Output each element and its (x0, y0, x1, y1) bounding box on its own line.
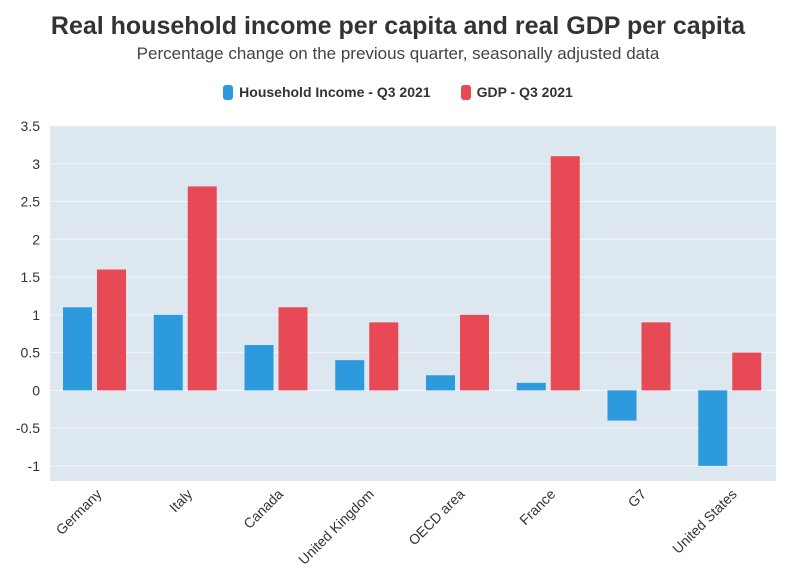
y-tick-label: -0.5 (16, 420, 40, 436)
x-tick-label: United States (669, 486, 740, 557)
y-tick-label: 0 (32, 382, 40, 398)
legend-label-household: Household Income - Q3 2021 (239, 84, 431, 100)
y-tick-label: -1 (28, 458, 41, 474)
x-tick-label: France (516, 486, 558, 528)
legend-swatch-household (223, 84, 234, 100)
bar-gdp[interactable] (278, 307, 308, 391)
y-tick-label: 2.5 (21, 194, 41, 210)
y-tick-label: 3 (32, 156, 40, 172)
x-tick-label: Germany (53, 486, 105, 538)
bar-household-income[interactable] (698, 390, 728, 466)
legend-item-gdp[interactable]: GDP - Q3 2021 (460, 84, 573, 100)
y-tick-label: 1.5 (21, 269, 41, 285)
y-tick-label: 1 (32, 307, 40, 323)
bar-gdp[interactable] (460, 314, 489, 391)
bar-household-income[interactable] (244, 345, 274, 391)
legend: Household Income - Q3 2021 GDP - Q3 2021 (0, 84, 796, 100)
bar-household-income[interactable] (607, 390, 637, 421)
bar-household-income[interactable] (153, 314, 183, 391)
bar-gdp[interactable] (97, 269, 126, 391)
bar-gdp[interactable] (641, 322, 671, 391)
legend-swatch-gdp (460, 84, 471, 100)
y-tick-label: 3.5 (21, 118, 41, 134)
y-tick-label: 2 (32, 231, 40, 247)
x-tick-label: OECD area (405, 486, 468, 549)
legend-label-gdp: GDP - Q3 2021 (476, 84, 573, 100)
plot-area (50, 126, 776, 481)
x-tick-label: Canada (240, 486, 286, 532)
bar-gdp[interactable] (187, 186, 217, 391)
x-tick-label: United Kingdom (295, 486, 377, 568)
chart-title: Real household income per capita and rea… (50, 12, 746, 40)
y-tick-label: 0.5 (21, 345, 41, 361)
bar-gdp[interactable] (550, 156, 580, 391)
bar-gdp[interactable] (369, 322, 399, 391)
x-tick-label: G7 (625, 486, 650, 511)
bar-household-income[interactable] (63, 307, 92, 391)
bar-household-income[interactable] (426, 375, 455, 391)
bar-household-income[interactable] (516, 382, 546, 391)
chart-subtitle: Percentage change on the previous quarte… (136, 44, 660, 63)
legend-item-household[interactable]: Household Income - Q3 2021 (223, 84, 431, 100)
bar-household-income[interactable] (335, 360, 365, 391)
bar-gdp[interactable] (732, 352, 762, 391)
x-tick-label: Italy (166, 486, 195, 515)
